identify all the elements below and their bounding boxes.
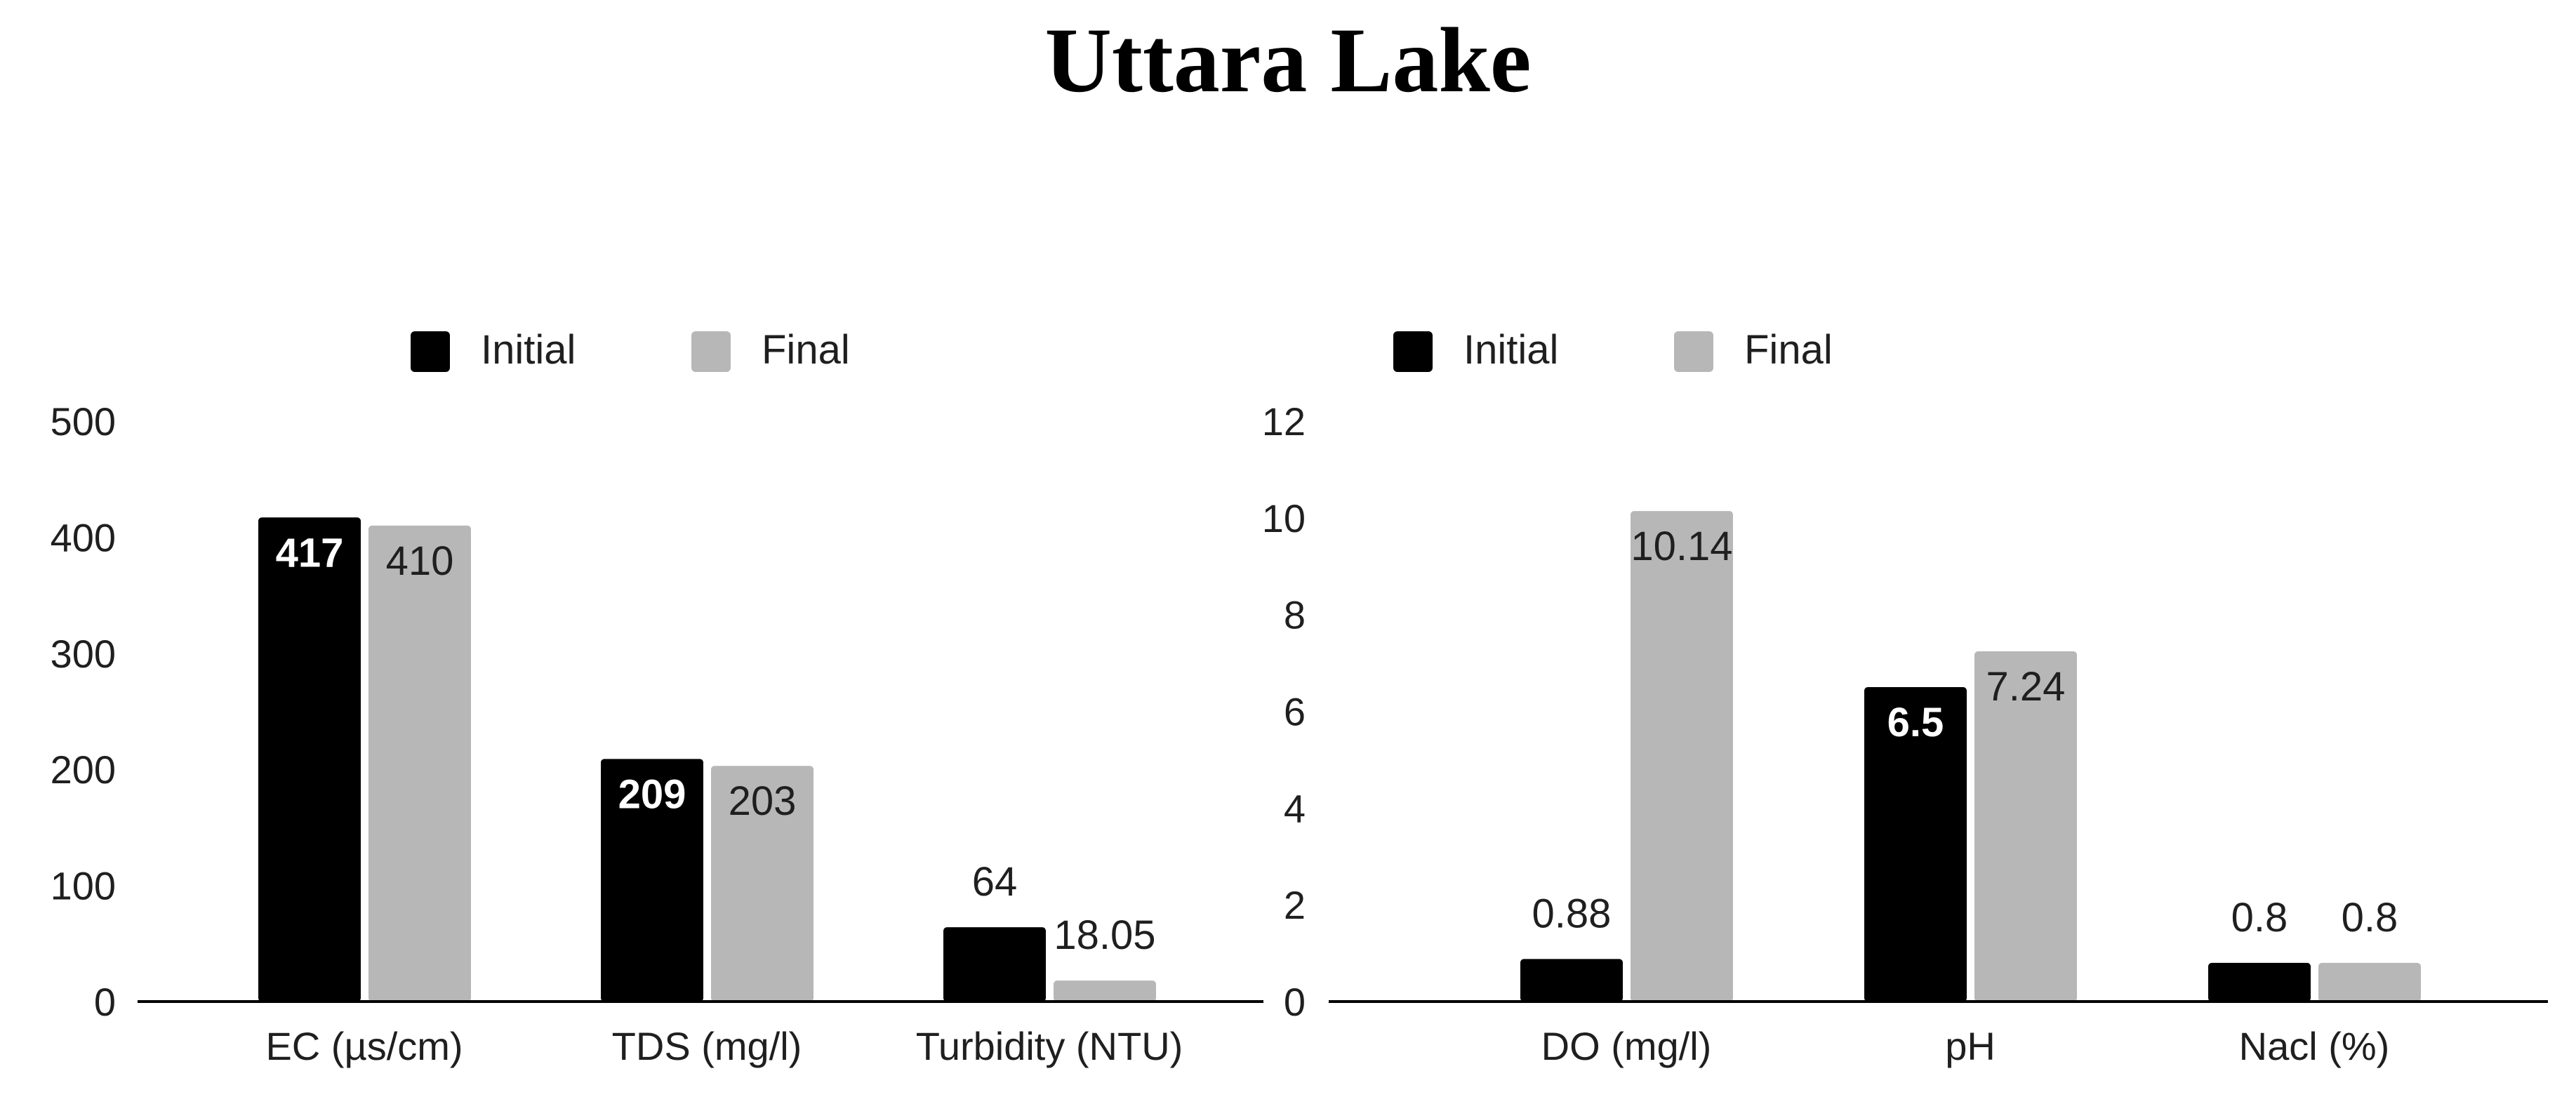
data-label: 6.5	[1887, 700, 1944, 745]
data-label: 0.8	[2231, 895, 2288, 940]
bar-initial	[1520, 959, 1623, 1002]
data-label: 10.14	[1631, 524, 1732, 569]
x-tick-label: EC (µs/cm)	[265, 1024, 463, 1068]
data-label: 417	[276, 530, 344, 576]
data-label: 0.88	[1532, 891, 1612, 936]
y-tick-label: 8	[1284, 593, 1306, 637]
bar-final	[1631, 511, 1733, 1002]
x-tick-label: TDS (mg/l)	[612, 1024, 802, 1068]
x-tick-label: Nacl (%)	[2239, 1024, 2390, 1068]
y-tick-label: 4	[1284, 786, 1306, 830]
bar-initial	[601, 759, 703, 1002]
data-label: 7.24	[1986, 664, 2066, 710]
y-tick-label: 200	[51, 747, 116, 792]
legend-swatch-final	[1674, 331, 1713, 372]
bar-final	[369, 525, 471, 1002]
data-label: 209	[618, 771, 686, 817]
bar-initial	[2208, 962, 2311, 1002]
y-tick-label: 500	[51, 399, 116, 444]
legend-label: Initial	[481, 327, 576, 373]
y-tick-label: 300	[51, 632, 116, 676]
legend-swatch-final	[691, 331, 731, 372]
data-label: 64	[972, 859, 1018, 905]
bar-initial	[943, 927, 1046, 1002]
x-tick-label: pH	[1945, 1024, 1996, 1068]
legend-swatch-initial	[1393, 331, 1433, 372]
bar-final	[1974, 651, 2077, 1002]
y-tick-label: 0	[1284, 980, 1306, 1024]
chart-right: Initial Final 0 2 4 6 8 10 12 0.88 10.14 DO (mg/l) 6…	[1263, 327, 2548, 1068]
x-tick-label: Turbidity (NTU)	[916, 1024, 1183, 1068]
y-tick-label: 2	[1284, 883, 1306, 927]
y-tick-label: 12	[1263, 399, 1306, 444]
data-label: 0.8	[2342, 895, 2398, 940]
chart-left: Initial Final 0 100 200 300 400 500 417 410 EC (µs…	[51, 327, 1263, 1068]
legend-label: Final	[1744, 327, 1833, 373]
y-tick-label: 6	[1284, 690, 1306, 734]
data-label: 203	[729, 778, 797, 824]
bar-initial	[258, 517, 361, 1002]
x-tick-label: DO (mg/l)	[1541, 1024, 1712, 1068]
data-label: 18.05	[1054, 912, 1155, 958]
bar-final	[1054, 980, 1156, 1002]
y-tick-label: 10	[1263, 496, 1306, 540]
legend-label: Final	[762, 327, 850, 373]
bar-final	[2318, 962, 2421, 1002]
bar-initial	[1864, 687, 1967, 1002]
page-title: Uttara Lake	[1044, 8, 1532, 112]
bar-final	[711, 766, 814, 1002]
y-tick-label: 100	[51, 864, 116, 908]
data-label: 410	[386, 538, 454, 584]
legend-swatch-initial	[411, 331, 450, 372]
y-tick-label: 400	[51, 515, 116, 559]
y-tick-label: 0	[94, 980, 116, 1024]
legend-label: Initial	[1463, 327, 1558, 373]
